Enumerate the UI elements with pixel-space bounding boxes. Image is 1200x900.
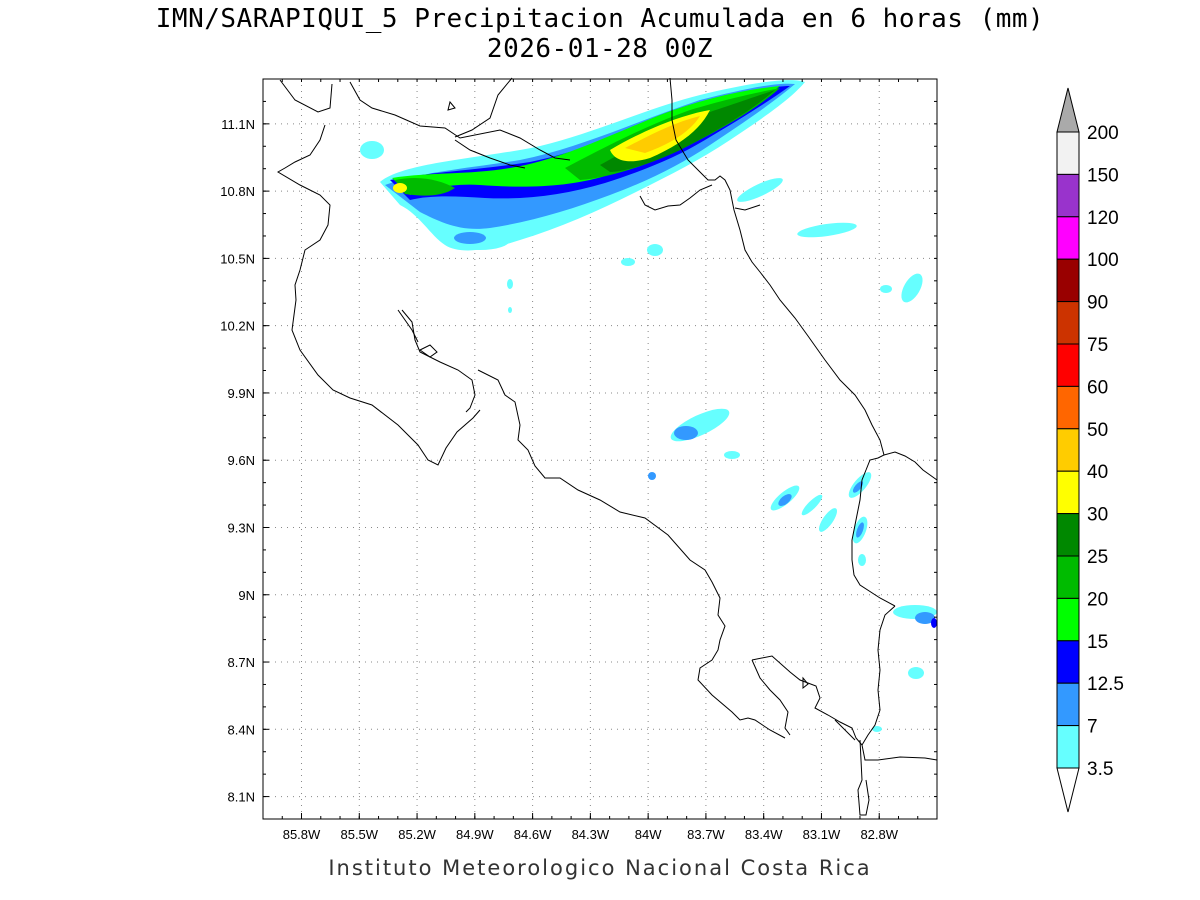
lat-tick-label: 9.3N: [228, 520, 255, 535]
precip-cell: [872, 726, 882, 732]
footer-credit: Instituto Meteorologico Nacional Costa R…: [328, 856, 872, 880]
legend-label: 25: [1087, 547, 1108, 568]
lon-tick-label: 84.9W: [456, 827, 494, 842]
precip-cell: [621, 258, 635, 266]
lat-tick-label: 9.6N: [228, 453, 255, 468]
map-grid: [263, 79, 937, 819]
legend-arrow-bottom: [1056, 767, 1080, 813]
legend-label: 90: [1087, 293, 1108, 314]
lat-tick-label: 11.1N: [221, 117, 255, 132]
precip-cell: [674, 426, 698, 440]
lon-tick-label: 85.2W: [398, 827, 436, 842]
precip-cell: [360, 141, 384, 159]
lon-tick-label: 83.1W: [803, 827, 841, 842]
lon-tick-label: 84W: [635, 827, 662, 842]
legend-swatch: [1056, 216, 1080, 260]
precip-cell: [778, 494, 792, 506]
lon-tick-label: 84.3W: [572, 827, 610, 842]
lon-tick-label: 85.5W: [340, 827, 378, 842]
legend-swatch: [1056, 682, 1080, 727]
lon-tick-label: 85.8W: [283, 827, 321, 842]
legend-label: 150: [1087, 165, 1119, 186]
lat-tick-label: 8.1N: [228, 790, 255, 805]
legend-label: 15: [1087, 632, 1108, 653]
longitude-axis: 85.8W 85.5W 85.2W 84.9W 84.6W 84.3W 84W 83.7W 83…: [262, 79, 938, 842]
precip-core-orange: [625, 116, 700, 153]
precip-cell: [856, 522, 864, 538]
lat-tick-label: 8.7N: [228, 655, 255, 670]
legend-swatch: [1056, 428, 1080, 472]
precip-cell: [737, 178, 783, 202]
legend-label: 20: [1087, 589, 1108, 610]
precip-cell: [507, 279, 513, 289]
precip-cell: [797, 222, 857, 238]
legend-swatch: [1056, 131, 1080, 175]
coastline: [277, 77, 938, 816]
legend-label: 50: [1087, 420, 1108, 441]
precip-cell: [908, 667, 924, 679]
map-subtitle-date: 2026-01-28 00Z: [486, 34, 714, 64]
precip-cell: [858, 554, 866, 566]
lon-tick-label: 83.7W: [687, 827, 725, 842]
legend-label: 12.5: [1087, 674, 1124, 695]
legend-label: 3.5: [1087, 759, 1113, 780]
precip-cell: [880, 285, 892, 293]
legend-swatch: [1056, 385, 1080, 430]
precip-cell: [915, 612, 935, 624]
legend-swatch: [1056, 640, 1080, 684]
legend-swatch: [1056, 258, 1080, 303]
lon-tick-label: 83.4W: [745, 827, 783, 842]
precip-cell: [724, 451, 740, 459]
precip-cell: [508, 307, 512, 313]
color-legend: 200 150 120 100 90 75 60 50 40 30 25 20 15 12.5 7 3.5: [1056, 87, 1124, 813]
legend-label: 200: [1087, 123, 1119, 144]
precip-band-north-darkgreen: [395, 88, 780, 196]
precip-cell: [852, 481, 864, 493]
precip-cell: [647, 244, 663, 256]
legend-label: 40: [1087, 462, 1108, 483]
precip-cell: [931, 618, 937, 628]
legend-swatch: [1056, 725, 1080, 769]
lat-tick-label: 10.2N: [220, 319, 255, 334]
legend-swatch: [1056, 343, 1080, 387]
latitude-axis: 11.1N 10.8N 10.5N 10.2N 9.9N 9.6N 9.3N 9N 8.7N 8.…: [220, 78, 937, 820]
legend-label: 30: [1087, 505, 1108, 526]
precip-core-yellow-west: [393, 183, 407, 193]
legend-label: 100: [1087, 250, 1119, 271]
legend-swatch: [1056, 301, 1080, 345]
lon-tick-label: 82.8W: [860, 827, 898, 842]
lat-tick-label: 8.4N: [228, 722, 255, 737]
legend-label: 120: [1087, 208, 1119, 229]
legend-swatch: [1056, 173, 1080, 218]
legend-arrow-top: [1056, 87, 1080, 133]
precip-cell: [901, 273, 923, 303]
legend-label: 60: [1087, 377, 1108, 398]
legend-swatch: [1056, 555, 1080, 599]
legend-swatch: [1056, 470, 1080, 515]
legend-label: 75: [1087, 335, 1108, 356]
lat-tick-label: 9N: [238, 588, 255, 603]
lat-tick-label: 10.5N: [220, 251, 255, 266]
precip-cell: [454, 232, 486, 244]
lon-tick-label: 84.6W: [514, 827, 552, 842]
map-title: IMN/SARAPIQUI_5 Precipitacion Acumulada …: [155, 4, 1045, 34]
legend-swatch: [1056, 513, 1080, 557]
plot-frame: [262, 78, 938, 820]
lat-tick-label: 10.8N: [220, 184, 255, 199]
precip-cell: [801, 494, 823, 516]
precip-cell: [818, 508, 838, 532]
precip-cell: [648, 472, 656, 480]
precipitation-field: [360, 80, 937, 732]
lat-tick-label: 9.9N: [228, 386, 255, 401]
legend-label: 7: [1087, 717, 1098, 738]
legend-swatch: [1056, 597, 1080, 642]
